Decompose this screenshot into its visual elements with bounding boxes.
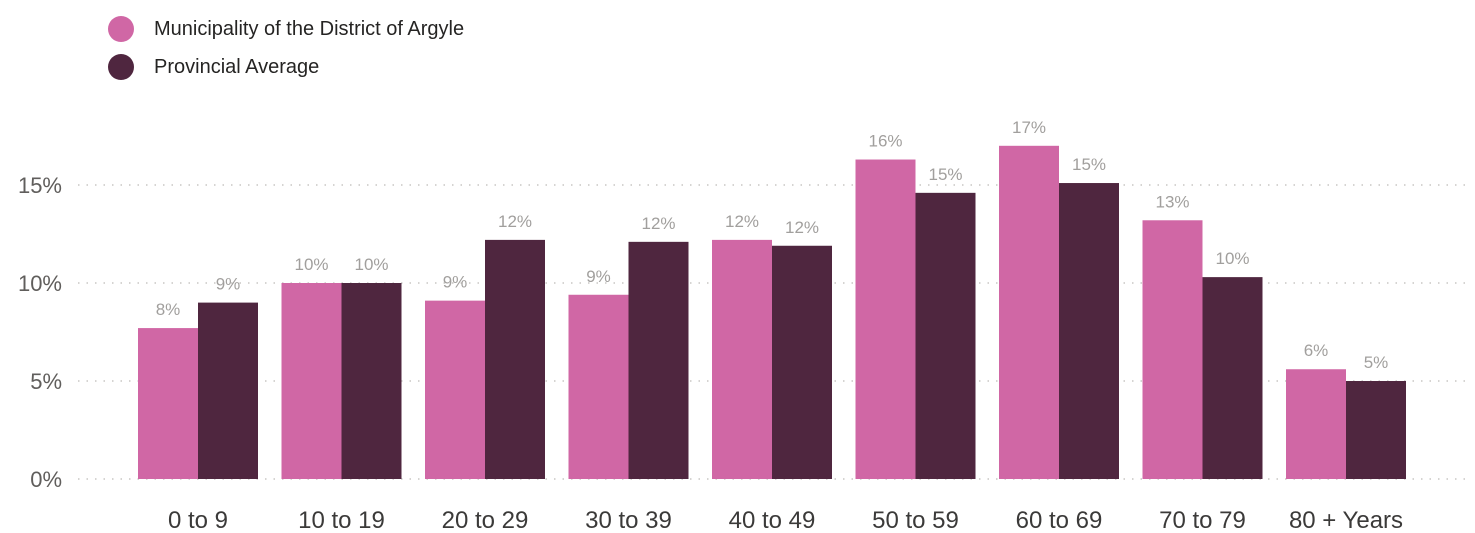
legend-item-argyle[interactable]: Municipality of the District of Argyle (108, 10, 464, 48)
bar[interactable] (1286, 369, 1346, 479)
legend-label-provincial: Provincial Average (154, 55, 320, 78)
x-category-label: 20 to 29 (442, 507, 529, 533)
bar[interactable] (1346, 381, 1406, 479)
legend-item-provincial[interactable]: Provincial Average (108, 48, 464, 86)
bar[interactable] (1202, 277, 1263, 479)
x-category-label: 80 + Years (1289, 507, 1403, 533)
data-label: 12% (725, 212, 759, 231)
bar[interactable] (999, 145, 1059, 480)
y-tick-label: 5% (30, 369, 62, 394)
data-label: 12% (785, 218, 819, 237)
data-label: 8% (156, 300, 181, 319)
bar[interactable] (198, 302, 258, 479)
y-tick-label: 10% (18, 271, 62, 296)
bar[interactable] (712, 239, 772, 479)
legend-swatch-provincial-icon (108, 54, 134, 80)
x-category-label: 40 to 49 (729, 507, 816, 533)
x-category-label: 10 to 19 (298, 507, 385, 533)
bar[interactable] (281, 283, 342, 479)
bar[interactable] (772, 245, 832, 479)
data-label: 10% (294, 255, 328, 274)
bar[interactable] (628, 241, 689, 479)
legend-swatch-argyle-icon (108, 16, 134, 42)
data-label: 10% (354, 255, 388, 274)
data-label: 16% (868, 132, 902, 151)
bar[interactable] (568, 294, 629, 479)
data-label: 6% (1304, 341, 1329, 360)
data-label: 13% (1155, 192, 1189, 211)
bar[interactable] (1059, 183, 1119, 480)
bar[interactable] (915, 192, 976, 479)
bar[interactable] (425, 300, 485, 479)
bar[interactable] (1142, 220, 1203, 479)
data-label: 15% (928, 165, 962, 184)
data-label: 9% (216, 275, 241, 294)
x-category-label: 30 to 39 (585, 507, 672, 533)
data-label: 15% (1072, 155, 1106, 174)
x-category-label: 50 to 59 (872, 507, 959, 533)
bar[interactable] (341, 283, 402, 479)
x-category-label: 60 to 69 (1016, 507, 1103, 533)
data-label: 10% (1215, 249, 1249, 268)
data-label: 5% (1364, 353, 1389, 372)
x-category-label: 0 to 9 (168, 507, 228, 533)
data-label: 9% (443, 273, 468, 292)
data-label: 12% (641, 214, 675, 233)
x-category-label: 70 to 79 (1159, 507, 1246, 533)
y-tick-label: 15% (18, 173, 62, 198)
legend-label-argyle: Municipality of the District of Argyle (154, 17, 465, 40)
chart-legend: Municipality of the District of Argyle P… (108, 10, 464, 86)
bar[interactable] (855, 159, 916, 479)
bar[interactable] (485, 239, 545, 479)
data-label: 9% (586, 267, 611, 286)
bar[interactable] (138, 328, 198, 479)
data-label: 12% (498, 212, 532, 231)
data-label: 17% (1012, 118, 1046, 137)
y-tick-label: 0% (30, 467, 62, 492)
